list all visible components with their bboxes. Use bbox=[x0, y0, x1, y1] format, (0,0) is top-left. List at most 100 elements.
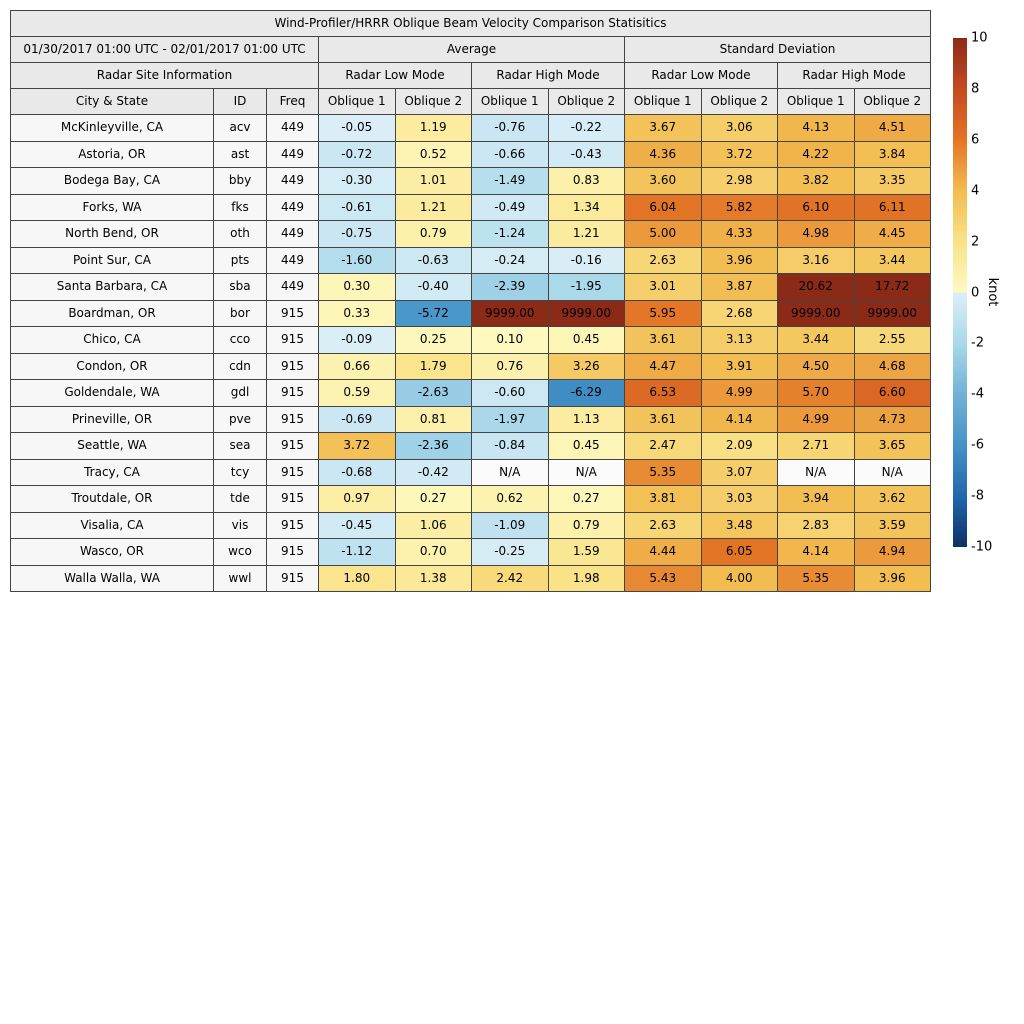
value-cell: 5.82 bbox=[700, 193, 778, 221]
colorbar-tick-label: 6 bbox=[971, 132, 980, 148]
value-cell: 3.91 bbox=[700, 352, 778, 380]
value-cell: -0.63 bbox=[394, 246, 472, 274]
value-cell: 5.35 bbox=[624, 458, 702, 486]
freq-cell: 915 bbox=[266, 352, 319, 380]
value-cell: 1.19 bbox=[394, 114, 472, 142]
value-cell: 0.10 bbox=[471, 326, 549, 354]
value-cell: 3.16 bbox=[777, 246, 855, 274]
value-cell: 1.34 bbox=[547, 193, 625, 221]
colorbar-tick-label: 0 bbox=[971, 285, 980, 300]
value-cell: 0.81 bbox=[394, 405, 472, 433]
value-cell: 3.72 bbox=[318, 432, 396, 460]
table-row: Point Sur, CA pts 449 -1.60 -0.63 -0.24 -0.16 2… bbox=[10, 246, 931, 274]
value-cell: 4.51 bbox=[853, 114, 931, 142]
value-cell: 0.83 bbox=[547, 167, 625, 195]
city-cell: Bodega Bay, CA bbox=[10, 167, 214, 195]
col-header-oblique2: Oblique 2 bbox=[700, 88, 778, 115]
value-cell: 0.70 bbox=[394, 538, 472, 566]
col-header-oblique2: Oblique 2 bbox=[394, 88, 472, 115]
col-header-id: ID bbox=[213, 88, 267, 115]
value-cell: -1.49 bbox=[471, 167, 549, 195]
sd-high-mode-header: Radar High Mode bbox=[777, 62, 931, 89]
site-id-cell: sba bbox=[213, 273, 267, 301]
freq-cell: 449 bbox=[266, 246, 319, 274]
col-header-oblique1: Oblique 1 bbox=[777, 88, 855, 115]
table-row: Bodega Bay, CA bby 449 -0.30 1.01 -1.49 0.83 3.… bbox=[10, 167, 931, 195]
freq-cell: 449 bbox=[266, 220, 319, 248]
value-cell: 0.45 bbox=[547, 432, 625, 460]
site-id-cell: ast bbox=[213, 140, 267, 168]
site-id-cell: wwl bbox=[213, 564, 267, 592]
site-id-cell: tde bbox=[213, 485, 267, 513]
value-cell: 4.14 bbox=[700, 405, 778, 433]
value-cell: -0.24 bbox=[471, 246, 549, 274]
city-cell: Troutdale, OR bbox=[10, 485, 214, 513]
value-cell: -0.45 bbox=[318, 511, 396, 539]
value-cell: -1.12 bbox=[318, 538, 396, 566]
colorbar-axis-label: knot bbox=[985, 277, 1000, 307]
site-id-cell: bby bbox=[213, 167, 267, 195]
table-row: Walla Walla, WA wwl 915 1.80 1.38 2.42 1.98 5.4… bbox=[10, 564, 931, 592]
table-row: Boardman, OR bor 915 0.33 -5.72 9999.00 9999.0… bbox=[10, 299, 931, 327]
column-header-row: City & State ID Freq Oblique 1 Oblique 2… bbox=[10, 88, 931, 115]
value-cell: 6.11 bbox=[853, 193, 931, 221]
value-cell: 9999.00 bbox=[471, 299, 549, 327]
avg-low-mode-header: Radar Low Mode bbox=[318, 62, 472, 89]
city-cell: McKinleyville, CA bbox=[10, 114, 214, 142]
site-id-cell: sea bbox=[213, 432, 267, 460]
value-cell: 0.79 bbox=[394, 220, 472, 248]
value-cell: 3.82 bbox=[777, 167, 855, 195]
col-header-oblique2: Oblique 2 bbox=[547, 88, 625, 115]
city-cell: Visalia, CA bbox=[10, 511, 214, 539]
freq-cell: 915 bbox=[266, 326, 319, 354]
value-cell: 6.10 bbox=[777, 193, 855, 221]
colorbar-tick-label: -6 bbox=[971, 437, 984, 453]
city-cell: Wasco, OR bbox=[10, 538, 214, 566]
table-title: Wind-Profiler/HRRR Oblique Beam Velocity… bbox=[10, 10, 931, 37]
value-cell: 3.60 bbox=[624, 167, 702, 195]
city-cell: Condon, OR bbox=[10, 352, 214, 380]
value-cell: N/A bbox=[777, 458, 855, 486]
value-cell: 1.80 bbox=[318, 564, 396, 592]
value-cell: 3.26 bbox=[547, 352, 625, 380]
value-cell: -2.36 bbox=[394, 432, 472, 460]
value-cell: -0.09 bbox=[318, 326, 396, 354]
value-cell: 3.44 bbox=[853, 246, 931, 274]
value-cell: -1.24 bbox=[471, 220, 549, 248]
avg-high-mode-header: Radar High Mode bbox=[471, 62, 625, 89]
col-header-oblique1: Oblique 1 bbox=[471, 88, 549, 115]
value-cell: 2.98 bbox=[700, 167, 778, 195]
table-row: Visalia, CA vis 915 -0.45 1.06 -1.09 0.79 2.63 3… bbox=[10, 511, 931, 539]
value-cell: 20.62 bbox=[777, 273, 855, 301]
site-id-cell: fks bbox=[213, 193, 267, 221]
table-row: Prineville, OR pve 915 -0.69 0.81 -1.97 1.13 3.… bbox=[10, 405, 931, 433]
value-cell: -0.49 bbox=[471, 193, 549, 221]
value-cell: -0.68 bbox=[318, 458, 396, 486]
value-cell: 0.79 bbox=[547, 511, 625, 539]
value-cell: 1.01 bbox=[394, 167, 472, 195]
site-id-cell: cdn bbox=[213, 352, 267, 380]
value-cell: 4.36 bbox=[624, 140, 702, 168]
value-cell: 0.66 bbox=[318, 352, 396, 380]
value-cell: -0.76 bbox=[471, 114, 549, 142]
value-cell: 2.83 bbox=[777, 511, 855, 539]
sd-low-mode-header: Radar Low Mode bbox=[624, 62, 778, 89]
value-cell: 2.68 bbox=[700, 299, 778, 327]
value-cell: 4.99 bbox=[777, 405, 855, 433]
freq-cell: 449 bbox=[266, 273, 319, 301]
mode-header-row: Radar Site Information Radar Low Mode Ra… bbox=[10, 62, 931, 89]
site-id-cell: tcy bbox=[213, 458, 267, 486]
value-cell: 3.81 bbox=[624, 485, 702, 513]
freq-cell: 915 bbox=[266, 511, 319, 539]
value-cell: -0.69 bbox=[318, 405, 396, 433]
freq-cell: 915 bbox=[266, 538, 319, 566]
city-cell: Boardman, OR bbox=[10, 299, 214, 327]
value-cell: -1.95 bbox=[547, 273, 625, 301]
freq-cell: 449 bbox=[266, 114, 319, 142]
value-cell: 1.13 bbox=[547, 405, 625, 433]
site-info-header: Radar Site Information bbox=[10, 62, 319, 89]
value-cell: -0.25 bbox=[471, 538, 549, 566]
city-cell: North Bend, OR bbox=[10, 220, 214, 248]
city-cell: Prineville, OR bbox=[10, 405, 214, 433]
